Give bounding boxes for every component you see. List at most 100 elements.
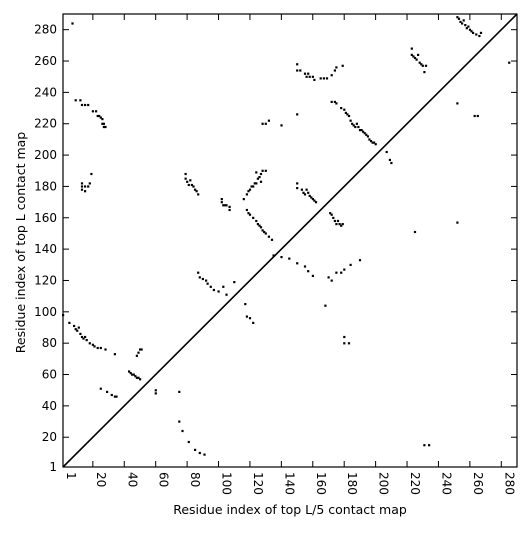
contact-point-upper — [248, 188, 252, 191]
contact-point-upper — [336, 219, 340, 223]
contact-point-upper — [80, 182, 84, 185]
contact-point-lower — [135, 376, 138, 379]
contact-point-upper — [303, 72, 307, 75]
contact-point-lower — [303, 265, 307, 268]
contact-point-lower — [137, 351, 140, 354]
contact-point-upper — [412, 55, 415, 58]
x-tick-label: 60 — [157, 472, 171, 487]
contact-point-upper — [252, 185, 255, 188]
contact-point-upper — [341, 64, 344, 67]
contact-point-lower — [280, 256, 283, 259]
contact-point-upper — [184, 172, 187, 176]
y-tick-label: 20 — [42, 430, 57, 444]
contact-point-upper — [349, 119, 352, 122]
contact-point-lower — [113, 353, 116, 356]
contact-point-upper — [462, 19, 465, 22]
contact-point-lower — [307, 270, 310, 273]
contact-point-lower — [203, 453, 206, 456]
contact-point-lower — [77, 326, 80, 329]
contact-point-upper — [464, 24, 467, 27]
contact-point-upper — [190, 183, 193, 187]
contact-point-upper — [340, 224, 343, 227]
contact-point-lower — [288, 257, 291, 260]
contact-point-upper — [84, 103, 87, 107]
contact-point-upper — [252, 216, 255, 219]
contact-point-upper — [307, 191, 310, 194]
contact-point-lower — [99, 346, 102, 350]
contact-point-upper — [96, 114, 99, 118]
contact-point-upper — [80, 188, 84, 191]
contact-point-upper — [256, 177, 259, 180]
contact-point-lower — [244, 303, 247, 306]
contact-point-lower — [178, 420, 181, 423]
contact-point-upper — [351, 122, 354, 125]
contact-point-lower — [129, 372, 132, 375]
contact-point-upper — [220, 198, 223, 201]
contact-point-upper — [410, 47, 413, 50]
contact-point-upper — [259, 226, 263, 229]
contact-point-upper — [102, 122, 105, 125]
contact-point-upper — [355, 122, 358, 125]
contact-point-lower — [296, 262, 299, 265]
contact-point-upper — [313, 78, 316, 81]
contact-point-lower — [206, 282, 209, 285]
contact-point-lower — [154, 392, 157, 395]
x-tick-label: 120 — [251, 472, 265, 495]
contact-point-upper — [101, 118, 104, 121]
contact-point-upper — [305, 188, 308, 191]
contact-point-lower — [137, 376, 140, 379]
contact-point-upper — [87, 103, 90, 107]
contact-point-upper — [344, 111, 347, 114]
contact-point-lower — [178, 390, 181, 393]
contact-point-upper — [267, 235, 270, 238]
contact-point-lower — [225, 293, 228, 296]
contact-point-upper — [357, 125, 360, 129]
contact-point-lower — [93, 345, 96, 348]
contact-point-upper — [308, 194, 311, 197]
contact-point-upper — [197, 193, 200, 196]
contact-point-upper — [245, 208, 248, 212]
contact-point-upper — [247, 212, 250, 215]
contact-point-lower — [139, 378, 142, 381]
contact-point-lower — [82, 337, 85, 340]
contact-point-lower — [79, 332, 82, 335]
y-tick-label: 140 — [34, 242, 57, 256]
contact-point-upper — [247, 190, 250, 193]
contact-point-upper — [313, 199, 316, 202]
contact-point-upper — [354, 125, 357, 129]
contact-point-upper — [79, 99, 82, 102]
contact-point-upper — [259, 172, 263, 176]
contact-point-lower — [347, 342, 351, 345]
contact-point-lower — [358, 259, 362, 262]
contact-point-lower — [428, 444, 431, 447]
contact-point-upper — [369, 140, 373, 143]
contact-point-upper — [305, 75, 308, 78]
contact-point-upper — [456, 16, 459, 19]
contact-point-upper — [189, 179, 192, 182]
contact-point-upper — [261, 169, 264, 172]
x-tick-label: 40 — [125, 472, 139, 487]
contact-point-upper — [256, 223, 259, 226]
contact-point-lower — [456, 102, 459, 105]
contact-point-lower — [330, 279, 333, 282]
contact-point-upper — [195, 190, 198, 193]
contact-point-upper — [299, 69, 302, 72]
contact-point-lower — [201, 277, 204, 281]
contact-point-lower — [128, 370, 131, 373]
y-tick-label: 160 — [34, 211, 57, 225]
y-tick-label: 120 — [34, 273, 57, 287]
contact-point-lower — [217, 290, 220, 293]
x-tick-label: 280 — [502, 472, 516, 495]
contact-point-lower — [248, 317, 252, 320]
contact-point-upper — [253, 182, 256, 185]
contact-point-upper — [98, 114, 101, 118]
contact-point-upper — [296, 63, 299, 66]
contact-point-upper — [358, 129, 362, 132]
contact-point-upper — [335, 66, 338, 69]
plot-area-frame — [62, 13, 518, 468]
contact-point-upper — [280, 124, 283, 127]
contact-point-lower — [85, 339, 88, 342]
contact-point-lower — [476, 114, 479, 118]
contact-point-upper — [470, 30, 473, 33]
contact-point-lower — [349, 263, 352, 266]
